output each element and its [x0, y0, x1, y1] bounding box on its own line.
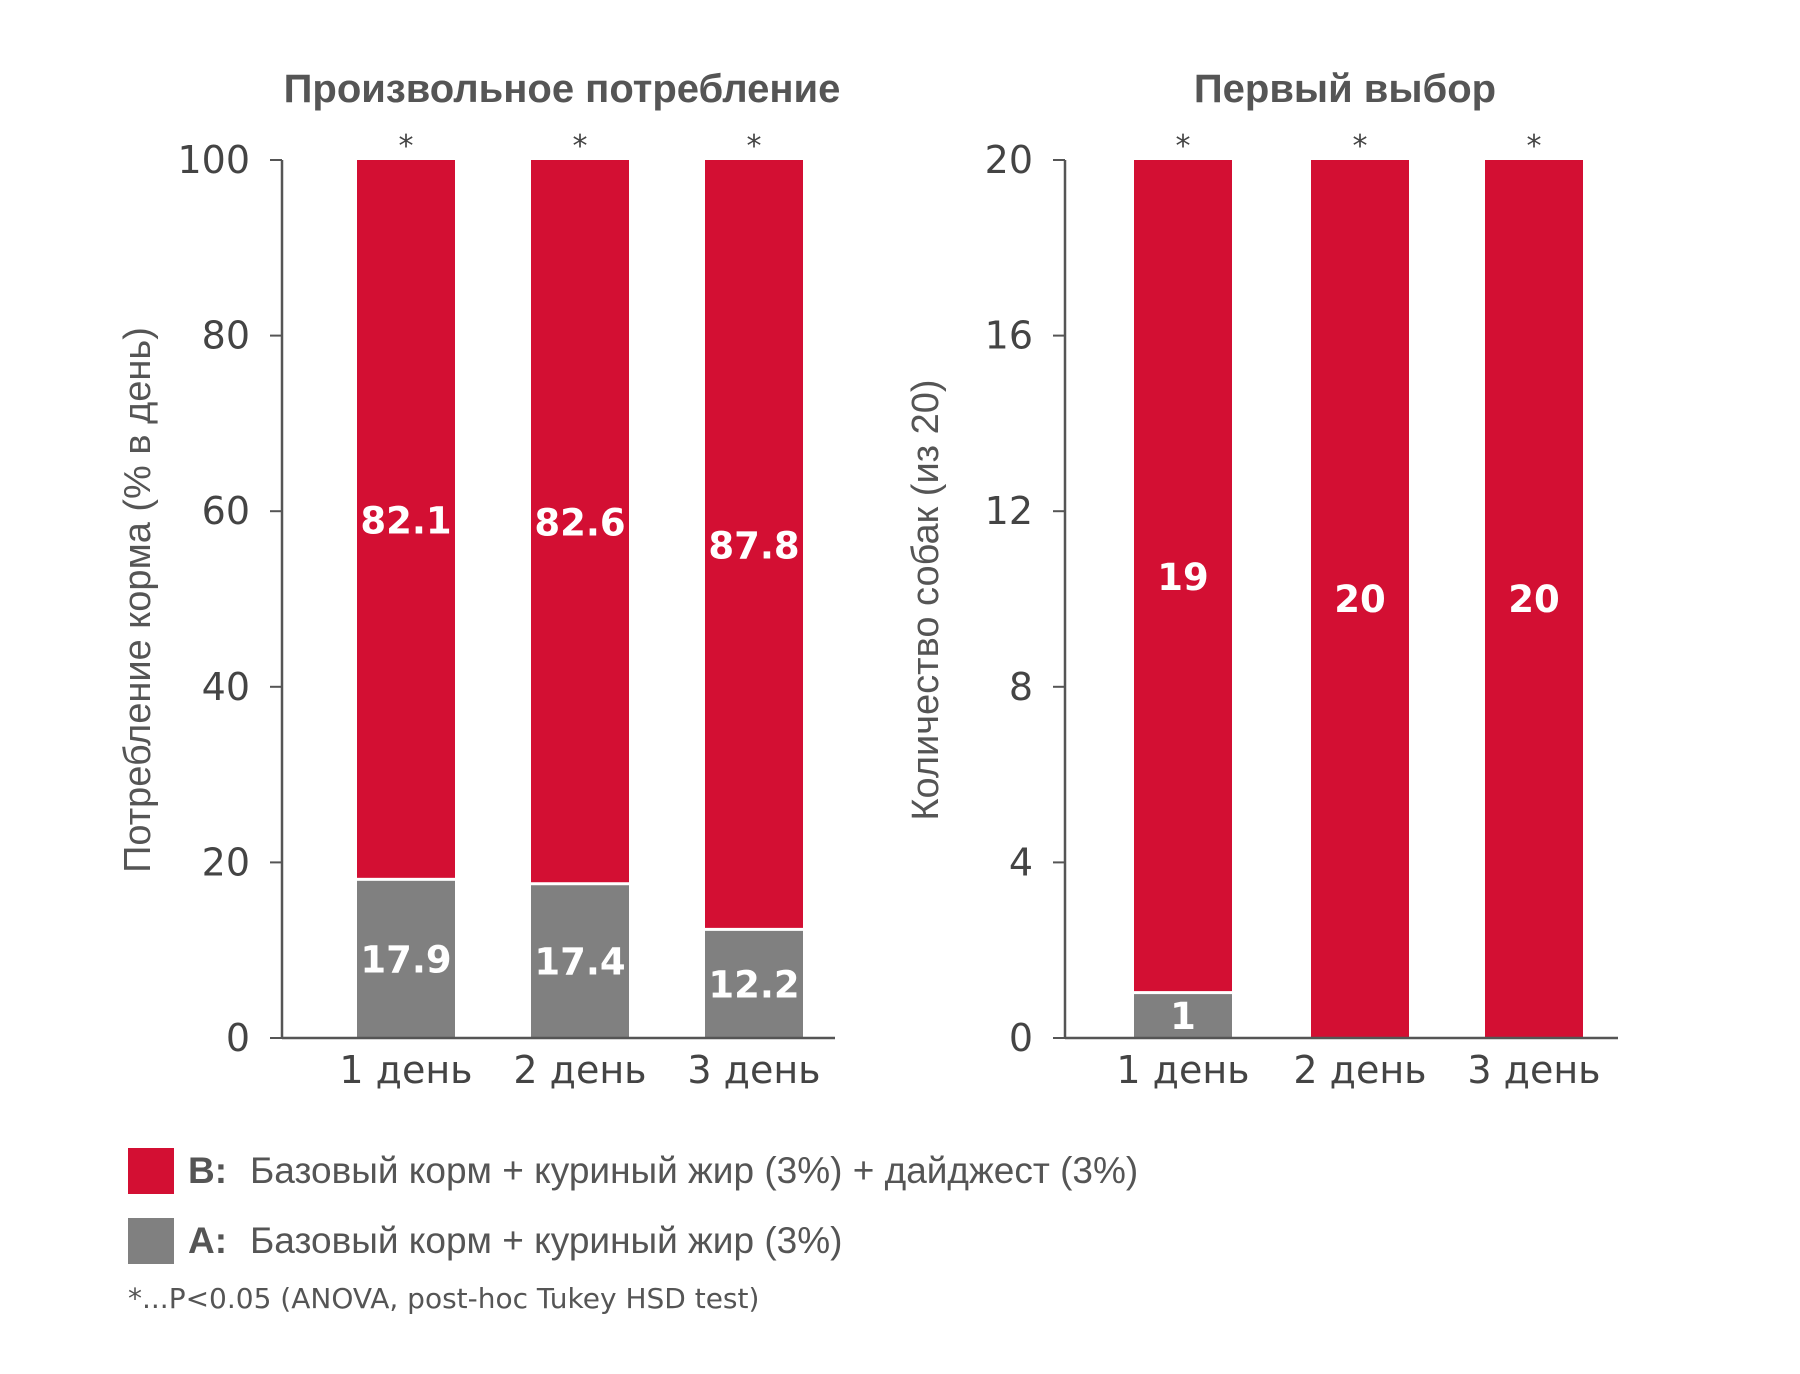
chart1-data-label: 87.8 — [708, 524, 799, 567]
legend-label-b: Базовый корм + куриный жир (3%) + дайдже… — [250, 1150, 1139, 1191]
chart2-significance-marker: * — [1353, 129, 1368, 164]
chart2-data-label: 20 — [1334, 578, 1386, 621]
chart1-data-label: 12.2 — [708, 963, 799, 1006]
chart1-data-label: 82.1 — [360, 499, 451, 542]
chart1-bar-b — [531, 160, 629, 883]
legend-swatch-a — [128, 1218, 174, 1264]
footnote: *...P<0.05 (ANOVA, post-hoc Tukey HSD te… — [128, 1282, 760, 1315]
chart1-x-tick-label: 1 день — [339, 1048, 472, 1092]
chart1-significance-marker: * — [399, 129, 414, 164]
chart2-data-label: 1 — [1170, 995, 1196, 1038]
chart1-significance-marker: * — [747, 129, 762, 164]
chart2-y-tick-label: 16 — [985, 314, 1033, 358]
chart2-y-tick-label: 12 — [985, 489, 1033, 533]
chart1-bar-b — [705, 160, 803, 928]
chart2-y-tick-label: 8 — [1009, 665, 1033, 709]
chart1-data-label: 82.6 — [534, 502, 625, 545]
chart2-y-tick-label: 20 — [985, 138, 1033, 182]
chart2-data-label: 19 — [1157, 556, 1209, 599]
chart2-bar-b — [1485, 160, 1583, 1038]
chart1-y-axis-label: Потребление корма (% в день) — [117, 327, 159, 873]
chart1-data-label: 17.4 — [534, 941, 625, 984]
chart1-significance-marker: * — [573, 129, 588, 164]
legend-swatch-b — [128, 1148, 174, 1194]
chart2-y-axis-label: Количество собак (из 20) — [905, 379, 947, 820]
chart1-x-tick-label: 3 день — [687, 1048, 820, 1092]
chart1-y-tick-label: 40 — [202, 665, 250, 709]
chart2-significance-marker: * — [1176, 129, 1191, 164]
chart2-bar-a — [1134, 994, 1232, 1038]
chart2-bar-b — [1311, 160, 1409, 1038]
chart1-data-label: 17.9 — [360, 938, 451, 981]
chart1-bar-b — [357, 160, 455, 878]
chart2-title: Первый выбор — [1194, 67, 1496, 111]
chart1-bar-a — [705, 930, 803, 1038]
chart1-y-tick-label: 60 — [202, 489, 250, 533]
chart2-y-tick-label: 0 — [1009, 1016, 1033, 1060]
chart1-y-tick-label: 80 — [202, 314, 250, 358]
chart2-x-tick-label: 2 день — [1293, 1048, 1426, 1092]
chart2-significance-marker: * — [1527, 129, 1542, 164]
chart2-x-tick-label: 1 день — [1116, 1048, 1249, 1092]
chart1-title: Произвольное потребление — [284, 67, 841, 111]
chart1-x-tick-label: 2 день — [513, 1048, 646, 1092]
legend-label-a: Базовый корм + куриный жир (3%) — [250, 1220, 843, 1261]
chart1-bar-a — [531, 885, 629, 1038]
chart2-bar-b — [1134, 160, 1232, 992]
chart2-data-label: 20 — [1508, 578, 1560, 621]
chart1-bar-a — [357, 880, 455, 1038]
chart1-y-tick-label: 0 — [226, 1016, 250, 1060]
chart2-x-tick-label: 3 день — [1467, 1048, 1600, 1092]
chart2-y-tick-label: 4 — [1009, 840, 1033, 884]
chart1-y-tick-label: 20 — [202, 840, 250, 884]
legend-key-b: B: — [188, 1150, 228, 1191]
chart1-y-tick-label: 100 — [177, 138, 250, 182]
legend-key-a: A: — [188, 1220, 228, 1261]
